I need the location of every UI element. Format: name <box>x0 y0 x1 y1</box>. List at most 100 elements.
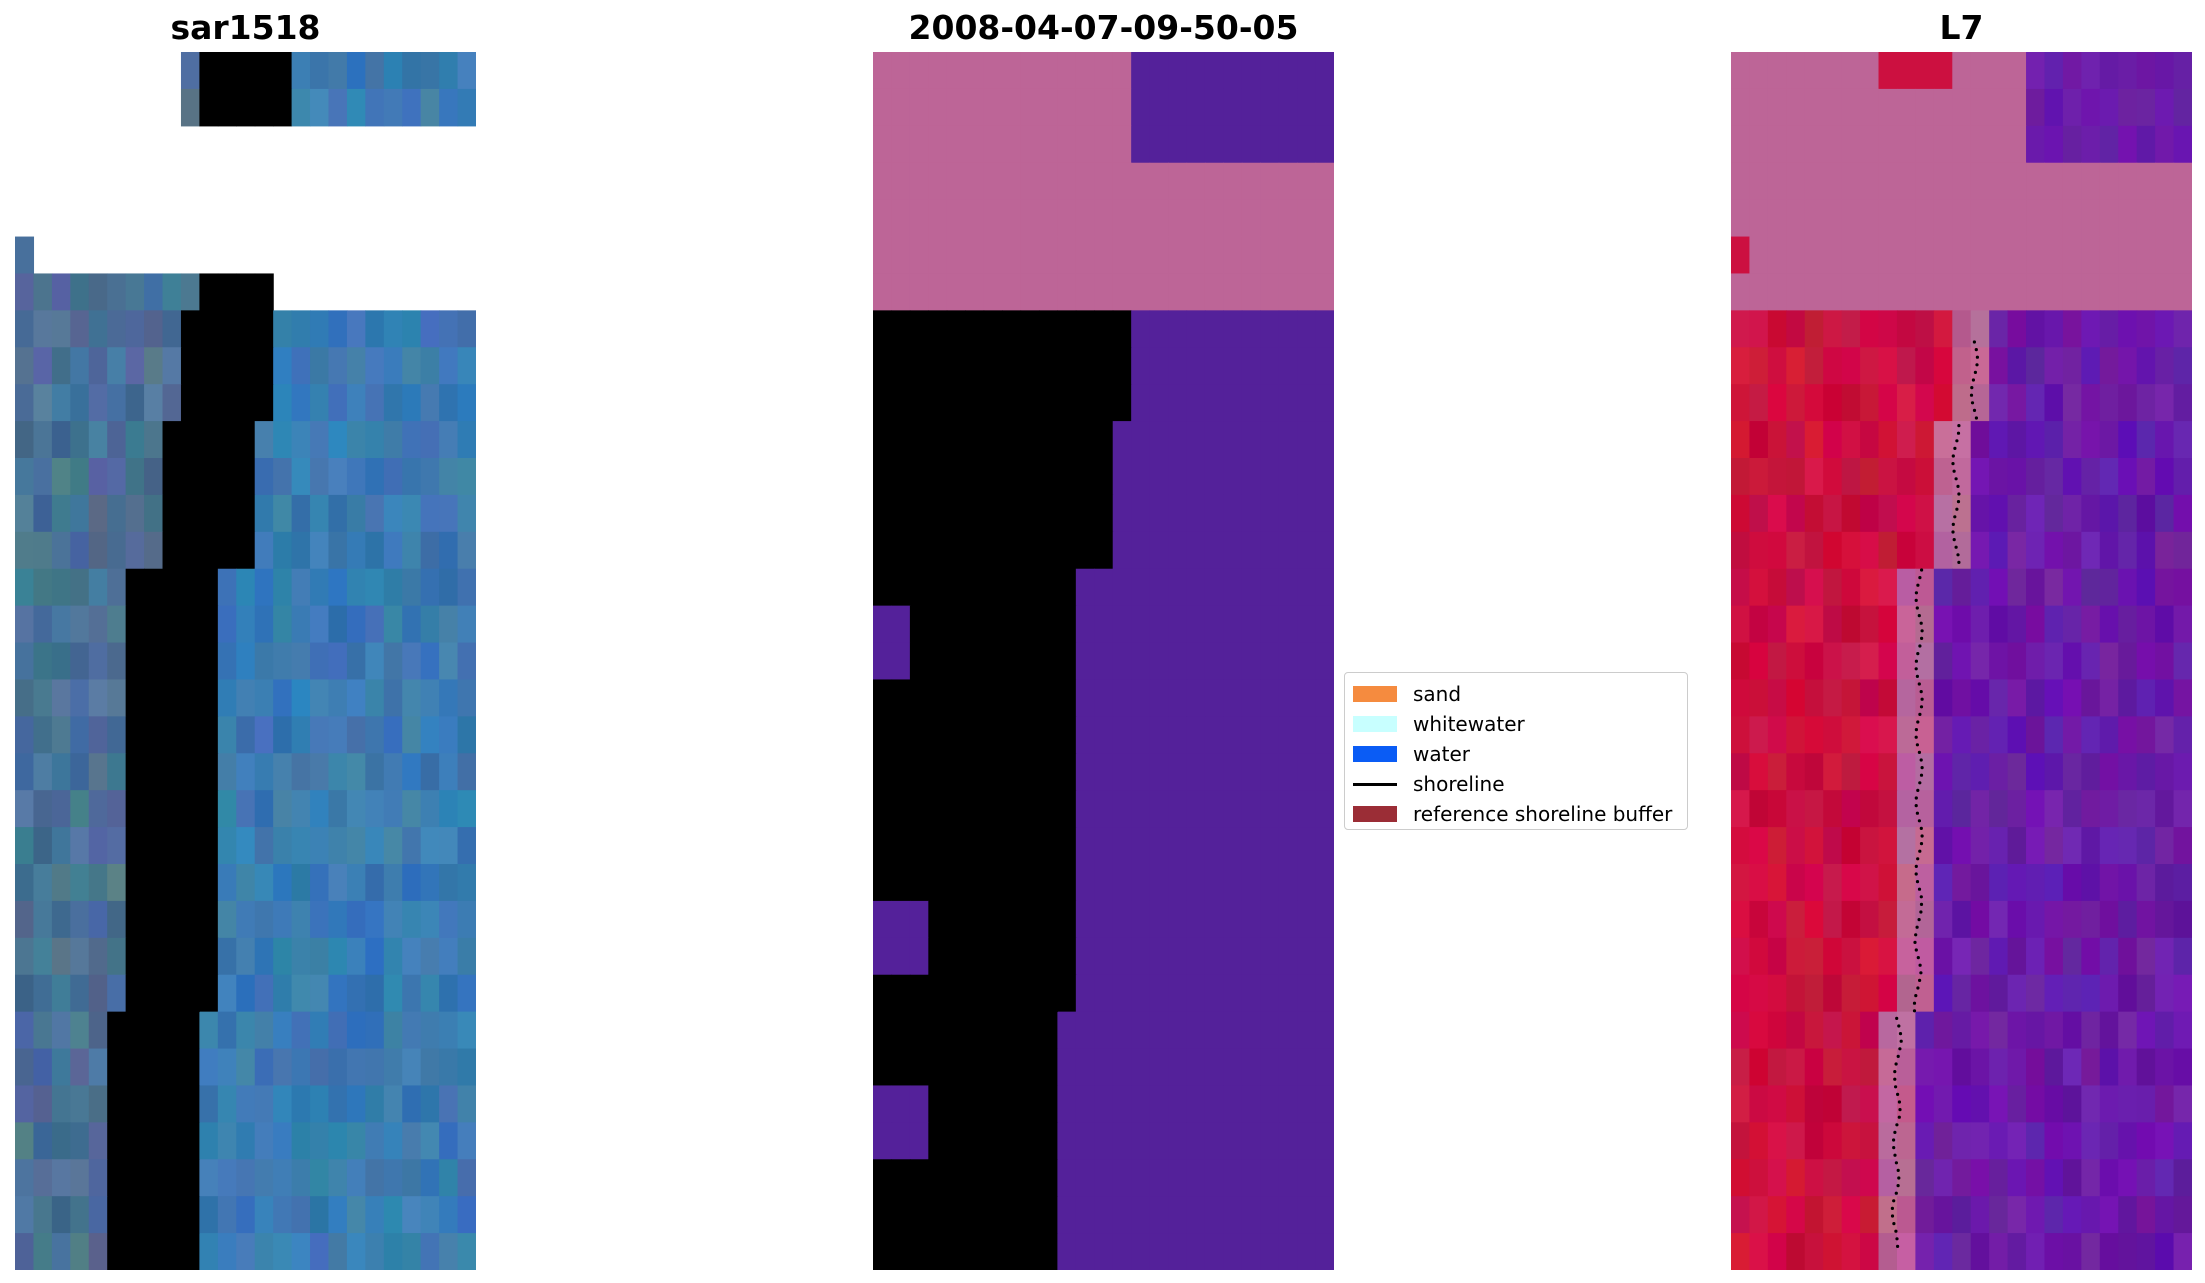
raster-pixel <box>1823 531 1843 570</box>
raster-pixel <box>1989 310 2009 348</box>
raster-pixel <box>1149 236 1169 275</box>
raster-pixel <box>909 88 929 127</box>
raster-pixel <box>1057 310 1077 348</box>
shoreline-point <box>1974 416 1978 420</box>
raster-pixel <box>1131 1048 1151 1087</box>
raster-pixel <box>1767 199 1787 238</box>
raster-pixel <box>1860 236 1880 275</box>
raster-pixel <box>1952 494 1972 533</box>
raster-pixel <box>2173 125 2192 164</box>
raster-pixel <box>2118 310 2138 348</box>
raster-pixel <box>2081 88 2101 127</box>
raster-pixel <box>891 421 911 459</box>
raster-pixel <box>1260 88 1280 127</box>
raster-pixel <box>1767 679 1787 717</box>
raster-pixel <box>1952 1233 1972 1270</box>
raster-pixel <box>1786 1011 1806 1050</box>
raster-pixel <box>2118 1233 2138 1270</box>
raster-pixel <box>180 1233 200 1270</box>
raster-pixel <box>1952 199 1972 238</box>
raster-pixel <box>1149 162 1169 201</box>
raster-pixel <box>1131 310 1151 348</box>
shoreline-point <box>258 416 262 420</box>
raster-pixel <box>254 790 274 828</box>
raster-pixel <box>1989 1122 2009 1160</box>
raster-pixel <box>1970 347 1990 385</box>
raster-pixel <box>2062 531 2082 570</box>
raster-pixel <box>457 531 476 570</box>
raster-pixel <box>1168 162 1188 201</box>
raster-pixel <box>2044 605 2064 644</box>
raster-pixel <box>909 1011 929 1050</box>
raster-pixel <box>236 1011 256 1050</box>
raster-pixel <box>2044 88 2064 127</box>
raster-pixel <box>1075 900 1095 939</box>
raster-pixel <box>1020 900 1040 939</box>
raster-pixel <box>33 1196 53 1234</box>
raster-pixel <box>2118 458 2138 496</box>
raster-pixel <box>2136 827 2156 865</box>
raster-pixel <box>2081 790 2101 828</box>
raster-pixel <box>1933 1048 1953 1087</box>
raster-pixel <box>365 1159 385 1197</box>
raster-pixel <box>125 1196 145 1234</box>
raster-pixel <box>365 679 385 717</box>
raster-pixel <box>2081 753 2101 791</box>
raster-pixel <box>144 1048 164 1087</box>
raster-pixel <box>1989 1048 2009 1087</box>
raster-pixel <box>1278 125 1298 164</box>
raster-pixel <box>1131 162 1151 201</box>
raster-pixel <box>1952 52 1972 90</box>
raster-pixel <box>909 864 929 902</box>
raster-pixel <box>2136 347 2156 385</box>
raster-pixel <box>1149 384 1169 422</box>
raster-pixel <box>1896 1048 1916 1087</box>
raster-pixel <box>1878 1122 1898 1160</box>
raster-pixel <box>2173 1085 2192 1123</box>
raster-pixel <box>1002 88 1022 127</box>
raster-pixel <box>180 679 200 717</box>
shoreline-point <box>1059 918 1063 922</box>
shoreline-point <box>1897 1115 1901 1119</box>
shoreline-point <box>1037 1016 1041 1021</box>
raster-pixel <box>1933 347 1953 385</box>
raster-pixel <box>402 1233 422 1270</box>
raster-pixel <box>1786 1122 1806 1160</box>
raster-pixel <box>1112 162 1132 201</box>
raster-pixel <box>1989 162 2009 201</box>
shoreline-point <box>1041 1039 1045 1043</box>
raster-pixel <box>1896 716 1916 754</box>
raster-pixel <box>162 642 182 681</box>
raster-pixel <box>928 531 948 570</box>
raster-pixel <box>1786 827 1806 865</box>
raster-pixel <box>1823 864 1843 902</box>
raster-pixel <box>236 1085 256 1123</box>
raster-pixel <box>1186 494 1206 533</box>
raster-pixel <box>1823 1159 1843 1197</box>
raster-pixel <box>1970 900 1990 939</box>
shoreline-point <box>259 363 263 367</box>
raster-pixel <box>2099 642 2119 681</box>
raster-pixel <box>1002 974 1022 1013</box>
raster-pixel <box>1057 125 1077 164</box>
raster-pixel <box>1878 125 1898 164</box>
raster-pixel <box>236 494 256 533</box>
raster-pixel <box>1020 716 1040 754</box>
raster-pixel <box>1131 974 1151 1013</box>
raster-pixel <box>2173 52 2192 90</box>
raster-pixel <box>1131 199 1151 238</box>
raster-pixel <box>1315 273 1334 311</box>
raster-pixel <box>873 1122 893 1160</box>
raster-pixel <box>1002 605 1022 644</box>
raster-pixel <box>1786 642 1806 681</box>
raster-pixel <box>1989 679 2009 717</box>
raster-pixel <box>346 1048 366 1087</box>
raster-pixel <box>946 1159 966 1197</box>
raster-pixel <box>1297 531 1317 570</box>
raster-pixel <box>2118 827 2138 865</box>
raster-pixel <box>236 531 256 570</box>
raster-pixel <box>2026 1085 2046 1123</box>
raster-pixel <box>1260 199 1280 238</box>
raster-pixel <box>1952 531 1972 570</box>
shoreline-point <box>182 1032 187 1036</box>
